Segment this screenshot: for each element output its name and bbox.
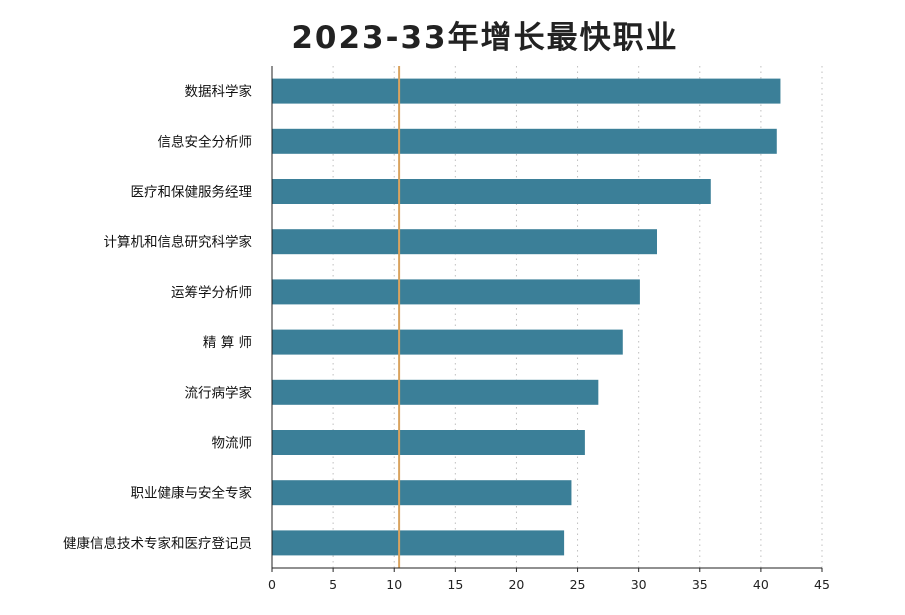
x-tick-label: 20 [508, 577, 524, 592]
bar [272, 530, 565, 556]
bar [272, 379, 599, 405]
category-label: 健康信息技术专家和医疗登记员 [63, 535, 252, 552]
x-axis: 0 5 10 15 20 25 30 35 40 45 [268, 66, 830, 592]
bar [272, 179, 711, 204]
x-tick-label: 5 [329, 577, 337, 592]
bar [272, 430, 585, 455]
bar [272, 78, 781, 104]
category-labels: 数据科学家信息安全分析师医疗和保健服务经理计算机和信息研究科学家运筹学分析师精 … [63, 83, 252, 552]
bar [272, 480, 572, 506]
x-tick-label: 0 [268, 577, 276, 592]
bar [272, 128, 777, 154]
x-tick-label: 10 [386, 577, 402, 592]
bar [272, 279, 640, 305]
chart-title: 2023-33年增长最快职业 [291, 20, 679, 56]
x-tick-label: 30 [631, 577, 647, 592]
category-label: 信息安全分析师 [158, 133, 253, 150]
category-label: 数据科学家 [185, 83, 253, 100]
bars [272, 78, 781, 556]
x-tick-label: 15 [447, 577, 463, 592]
bar [272, 229, 657, 255]
x-tick-label: 35 [692, 577, 708, 592]
bar [272, 329, 623, 355]
x-tick-label: 40 [753, 577, 769, 592]
category-label: 精 算 师 [203, 335, 252, 351]
category-label: 流行病学家 [185, 384, 253, 401]
category-label: 物流师 [212, 436, 253, 452]
category-label: 运筹学分析师 [171, 284, 252, 301]
category-label: 医疗和保健服务经理 [131, 185, 253, 201]
category-label: 计算机和信息研究科学家 [104, 234, 253, 251]
category-label: 职业健康与安全专家 [131, 485, 253, 502]
x-tick-label: 25 [570, 577, 586, 592]
x-tick-label: 45 [814, 577, 830, 592]
